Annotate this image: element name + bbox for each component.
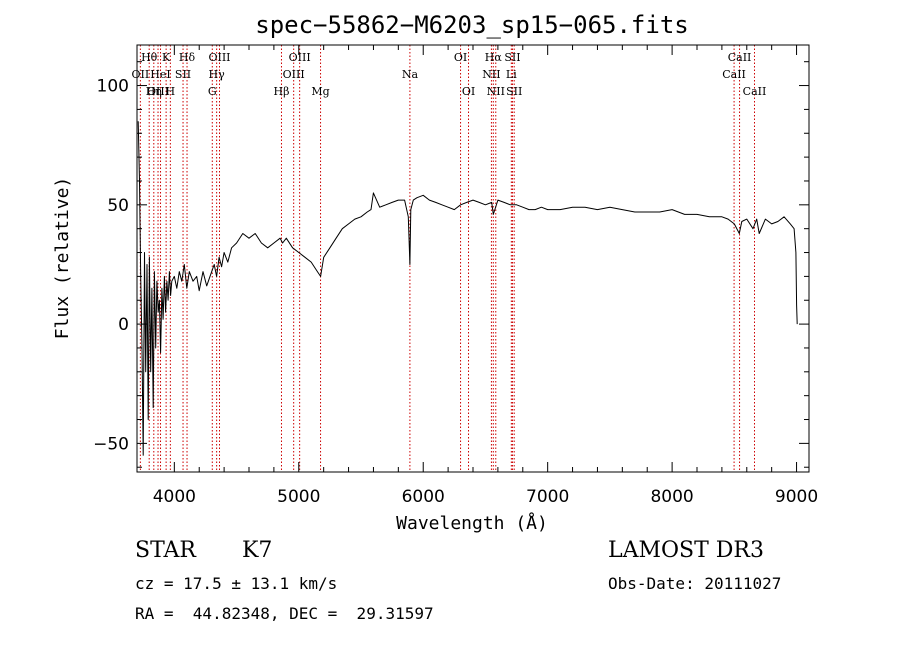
x-tick-label: 9000 [775, 487, 818, 507]
spectral-line-label: Mg [311, 85, 329, 98]
spectral-line-label: SII [506, 85, 522, 98]
object-subclass: K7 [242, 538, 273, 563]
spectral-line-label: OIII [208, 51, 230, 64]
spectral-line-label: HeI [150, 68, 170, 81]
object-class: STAR [135, 538, 196, 563]
spectral-line-label: OI [462, 85, 475, 98]
spectral-line-label: Hγ [209, 68, 226, 81]
spectral-line-label: NII [482, 68, 500, 81]
chart-title: spec−55862−M6203_sp15−065.fits [255, 11, 688, 39]
spectral-line-label: Li [506, 68, 517, 81]
spectral-line-label: Hη [146, 85, 162, 98]
spectral-line-label: Hδ [179, 51, 196, 64]
spectral-line-label: Hα [485, 51, 503, 64]
y-axis-label: Flux (relative) [52, 177, 73, 340]
spectral-line-label: OIII [289, 51, 311, 64]
spectral-line-label: OII [132, 68, 150, 81]
spectral-line-label: G [208, 85, 217, 98]
spectral-line-markers [139, 45, 755, 472]
spectral-line-label: OIII [283, 68, 305, 81]
y-tick-label: 50 [107, 196, 129, 216]
spectral-line-label: CaII [743, 85, 767, 98]
spectral-line-label: OIII [147, 85, 169, 98]
redshift-velocity: cz = 17.5 ± 13.1 km/s [135, 574, 338, 593]
y-tick-label: 100 [97, 77, 129, 97]
y-tick-label: −50 [93, 434, 129, 454]
y-axis-ticks: −50 0 50 100 [93, 61, 809, 468]
x-tick-label: 8000 [650, 487, 693, 507]
spectral-line-label: SII [175, 68, 191, 81]
spectral-line-label: Hβ [274, 85, 290, 98]
spectral-line-label: SII [504, 51, 520, 64]
flux-series-line [137, 121, 798, 456]
spectral-line-label: Na [402, 68, 419, 81]
spectral-line-label: Hθ [141, 51, 158, 64]
x-tick-label: 6000 [402, 487, 445, 507]
observation-date: Obs-Date: 20111027 [608, 574, 782, 593]
plot-frame [136, 44, 810, 473]
spectral-line-label: CaII [728, 51, 752, 64]
survey-name: LAMOST DR3 [608, 538, 764, 563]
x-tick-label: 5000 [277, 487, 320, 507]
spectral-line-label: H [166, 85, 176, 98]
y-tick-label: 0 [118, 315, 129, 335]
x-axis-label: Wavelength (Å) [396, 512, 548, 534]
spectral-line-label: CaII [722, 68, 746, 81]
x-axis-ticks: 4000 5000 6000 7000 8000 9000 [153, 45, 818, 507]
spectral-line-label: K [162, 51, 171, 64]
x-tick-label: 7000 [526, 487, 569, 507]
x-tick-label: 4000 [153, 487, 196, 507]
spectral-line-label: OI [454, 51, 467, 64]
ra-dec-coordinates: RA = 44.82348, DEC = 29.31597 [135, 604, 434, 623]
spectral-line-label: NII [487, 85, 505, 98]
